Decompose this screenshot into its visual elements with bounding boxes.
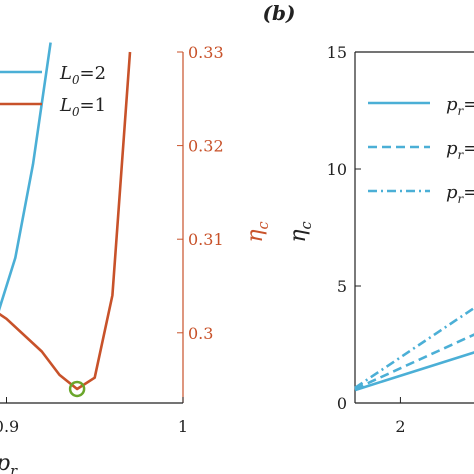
x-axis-label: pr xyxy=(0,451,18,474)
panel-b-series-line-dashed xyxy=(354,333,474,391)
series-line-l0-2 xyxy=(0,42,52,312)
series-line-l0-1 xyxy=(0,51,132,391)
legend-label: L0=2 xyxy=(59,63,106,87)
right-y-tick-label: 0.3 xyxy=(188,324,213,343)
panel-b-x-tick-label: 2 xyxy=(395,417,405,436)
panel-b-legend-label: pr= xyxy=(446,94,474,118)
panel-b-legend-label: pr= xyxy=(446,182,474,206)
panel-b-y-tick-label: 10 xyxy=(327,160,347,179)
panel-b-legend-label: pr= xyxy=(446,138,474,162)
right-y-tick-label: 0.32 xyxy=(188,137,224,156)
right-y-tick-label: 0.33 xyxy=(188,43,224,62)
minimum-marker xyxy=(68,380,86,398)
panel-b-y-tick-label: 5 xyxy=(337,277,347,296)
right-y-axis-label: ηc xyxy=(243,221,272,242)
panel-b-y-tick-label: 15 xyxy=(327,43,347,62)
panel-b-y-axis-label: ηc xyxy=(286,221,315,242)
x-tick-label: 1 xyxy=(178,417,188,436)
panel-b-series-line-solid xyxy=(354,351,474,392)
right-y-tick-label: 0.31 xyxy=(188,230,224,249)
x-tick-label: 0.9 xyxy=(0,417,19,436)
legend-label: L0=1 xyxy=(59,95,106,119)
panel-b-series-line-dashdot xyxy=(354,306,474,389)
panel-label: (b) xyxy=(263,1,296,25)
panel-b-y-tick-label: 0 xyxy=(337,394,347,413)
